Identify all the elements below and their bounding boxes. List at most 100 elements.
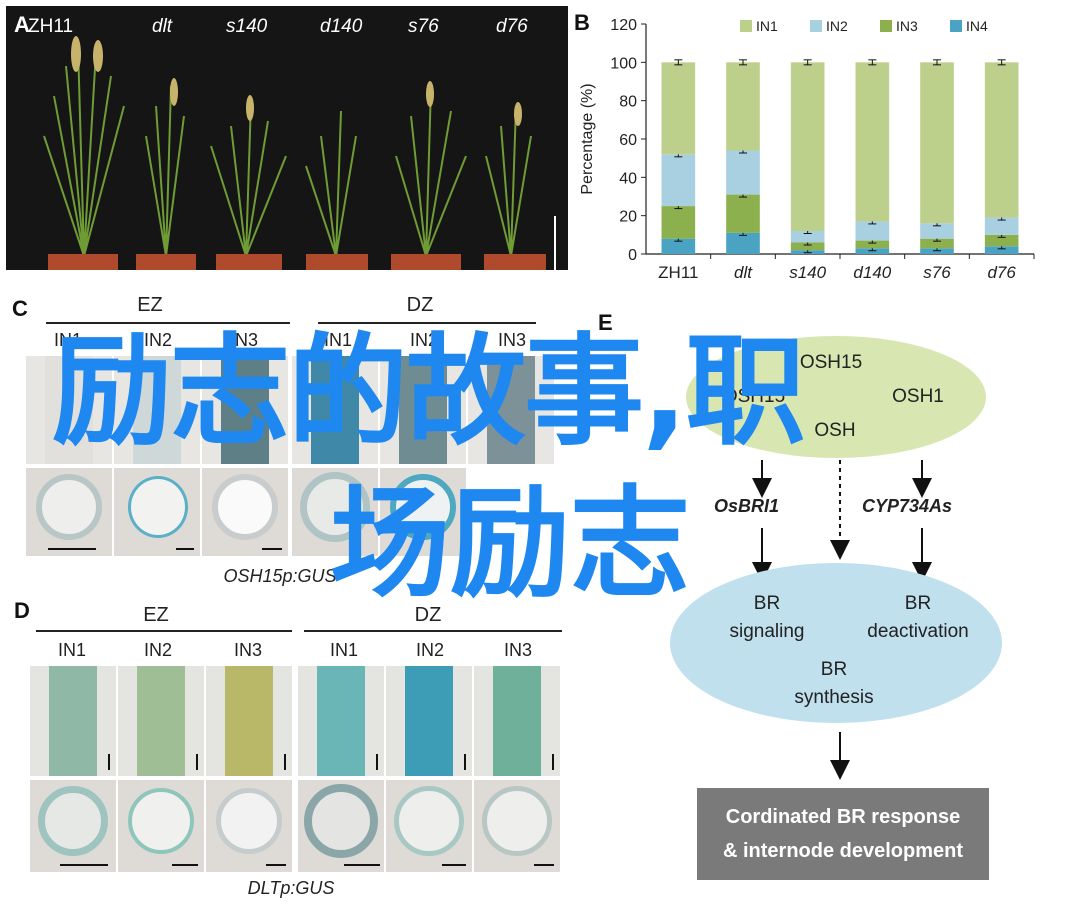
bar-in3-1 [726, 194, 760, 233]
plant-label-d76: d76 [496, 16, 528, 37]
y-axis-label: Percentage (%) [579, 83, 596, 194]
y-tick-label: 80 [619, 94, 637, 111]
x-tick-label-dlt: dlt [734, 263, 753, 282]
plant-photo: ZH11 dlt s140 d140 s76 d76 [6, 6, 568, 270]
bar-in3-3 [855, 240, 890, 249]
panel-c-letter: C [12, 296, 28, 321]
bar-in1-0 [661, 62, 696, 155]
panel-c-section-2 [114, 468, 200, 556]
osh-ellipse [686, 336, 986, 458]
panel-c-section-5 [380, 468, 466, 556]
panel-d-zone-ez: EZ [143, 604, 169, 626]
panel-c-stem-5 [380, 356, 466, 464]
br-synthesis: BR synthesis [782, 656, 886, 712]
panel-d-stem-1 [30, 666, 116, 776]
bar-in3-5 [984, 234, 1019, 247]
panel-c-ez-line [46, 322, 290, 324]
br-deactivation-line2: deactivation [867, 621, 969, 642]
bar-in1-5 [984, 62, 1019, 218]
gene-osbri1: OsBRI1 [714, 496, 780, 516]
panel-c-in2-ez: IN2 [143, 330, 172, 350]
panel-d-section-2 [118, 780, 204, 872]
gene-cyp734as: CYP734As [862, 496, 953, 516]
bar-in1-3 [855, 62, 890, 222]
bar-in2-1 [726, 150, 760, 195]
panel-c-in2-dz: IN2 [409, 330, 438, 350]
osh-top-label: OSH15 [799, 352, 863, 373]
panel-d-in3-ez: IN3 [233, 640, 262, 660]
panel-d-stem-6 [474, 666, 560, 776]
br-deactivation-line1: BR [904, 593, 932, 614]
bar-in4-5 [984, 246, 1019, 254]
panel-d-caption: DLTp:GUS [247, 878, 335, 898]
bar-in1-2 [790, 62, 825, 232]
legend-label-in4: IN4 [966, 18, 988, 34]
x-tick-label-s76: s76 [923, 263, 951, 282]
panel-b-letter: B [574, 10, 590, 35]
x-tick-label-zh11: ZH11 [658, 263, 698, 282]
y-tick-label: 120 [610, 17, 637, 34]
chart-svg: 0 20 40 60 80 100 120 Percentage (%) ZH11 dlt s140… [579, 17, 1035, 282]
br-signaling-line2: signaling [729, 621, 805, 642]
panel-d-stem-3 [206, 666, 292, 776]
panel-c-section-3 [202, 468, 288, 556]
y-tick-label: 60 [619, 132, 637, 149]
panel-d-in3-dz: IN3 [503, 640, 532, 660]
legend-label-in3: IN3 [896, 18, 918, 34]
br-signaling-line1: BR [753, 593, 781, 614]
br-ellipse [670, 563, 1002, 723]
panel-c-zone-dz: DZ [406, 294, 434, 316]
panel-d-ez-line [36, 630, 292, 632]
bar-in2-4 [920, 223, 954, 239]
panel-d-stem-4 [298, 666, 384, 776]
bar-in1-4 [920, 62, 954, 224]
panel-d-section-5 [386, 780, 472, 872]
bar-in3-4 [920, 238, 954, 249]
legend-label-in2: IN2 [826, 18, 848, 34]
legend-swatch-in4 [950, 20, 962, 32]
y-tick-label: 40 [619, 170, 637, 187]
legend-label-in1: IN1 [756, 18, 778, 34]
x-tick-label-d76: d76 [987, 263, 1016, 282]
panel-c-in3-ez: IN3 [229, 330, 258, 350]
result-line1: Cordinated BR response [725, 806, 961, 828]
bar-in3-2 [790, 242, 825, 251]
result-box: Cordinated BR response & internode devel… [697, 788, 989, 880]
watermark-line1: 励志的故事,职 [52, 323, 806, 462]
osh-left-label: OSH15 [722, 386, 786, 407]
panel-c-in1-dz: IN1 [323, 330, 352, 350]
panel-c-stem-1 [26, 356, 112, 464]
panel-c-stem-6 [468, 356, 554, 464]
bar-in2-5 [984, 217, 1019, 235]
panel-d-stem-5 [386, 666, 472, 776]
panel-d-in1-ez: IN1 [57, 640, 86, 660]
bar-in2-3 [855, 221, 890, 241]
panel-c-dz-line [318, 322, 536, 324]
panel-d-in2-dz: IN2 [415, 640, 444, 660]
osh-bottom-label: OSH [814, 420, 856, 441]
watermark-line2: 场励志 [330, 475, 690, 614]
bar-in1-1 [726, 62, 760, 151]
x-tick-label-d140: d140 [853, 263, 891, 282]
scale-bar [554, 216, 556, 270]
plant-illustration [43, 36, 546, 270]
y-tick-label: 100 [610, 55, 637, 72]
panel-d-zone-dz: DZ [414, 604, 442, 626]
panel-c-caption: OSH15p:GUS [223, 566, 337, 586]
panel-c-section-1 [26, 468, 112, 556]
panel-d-section-3 [206, 780, 292, 872]
legend-swatch-in3 [880, 20, 892, 32]
bar-in4-1 [726, 232, 760, 254]
panel-d-in1-dz: IN1 [329, 640, 358, 660]
bar-in4-0 [661, 238, 696, 254]
y-tick-label: 20 [619, 209, 637, 226]
panel-d-dz-line [304, 630, 562, 632]
legend-swatch-in2 [810, 20, 822, 32]
panel-d-section-4 [298, 780, 384, 872]
x-tick-label-s140: s140 [789, 263, 826, 282]
panel-d-section-1 [30, 780, 116, 872]
br-synthesis-line1: BR [820, 659, 848, 680]
panel-c-stem-2 [114, 356, 200, 464]
bar-in2-2 [790, 231, 825, 243]
panel-c-section-4 [292, 468, 378, 556]
